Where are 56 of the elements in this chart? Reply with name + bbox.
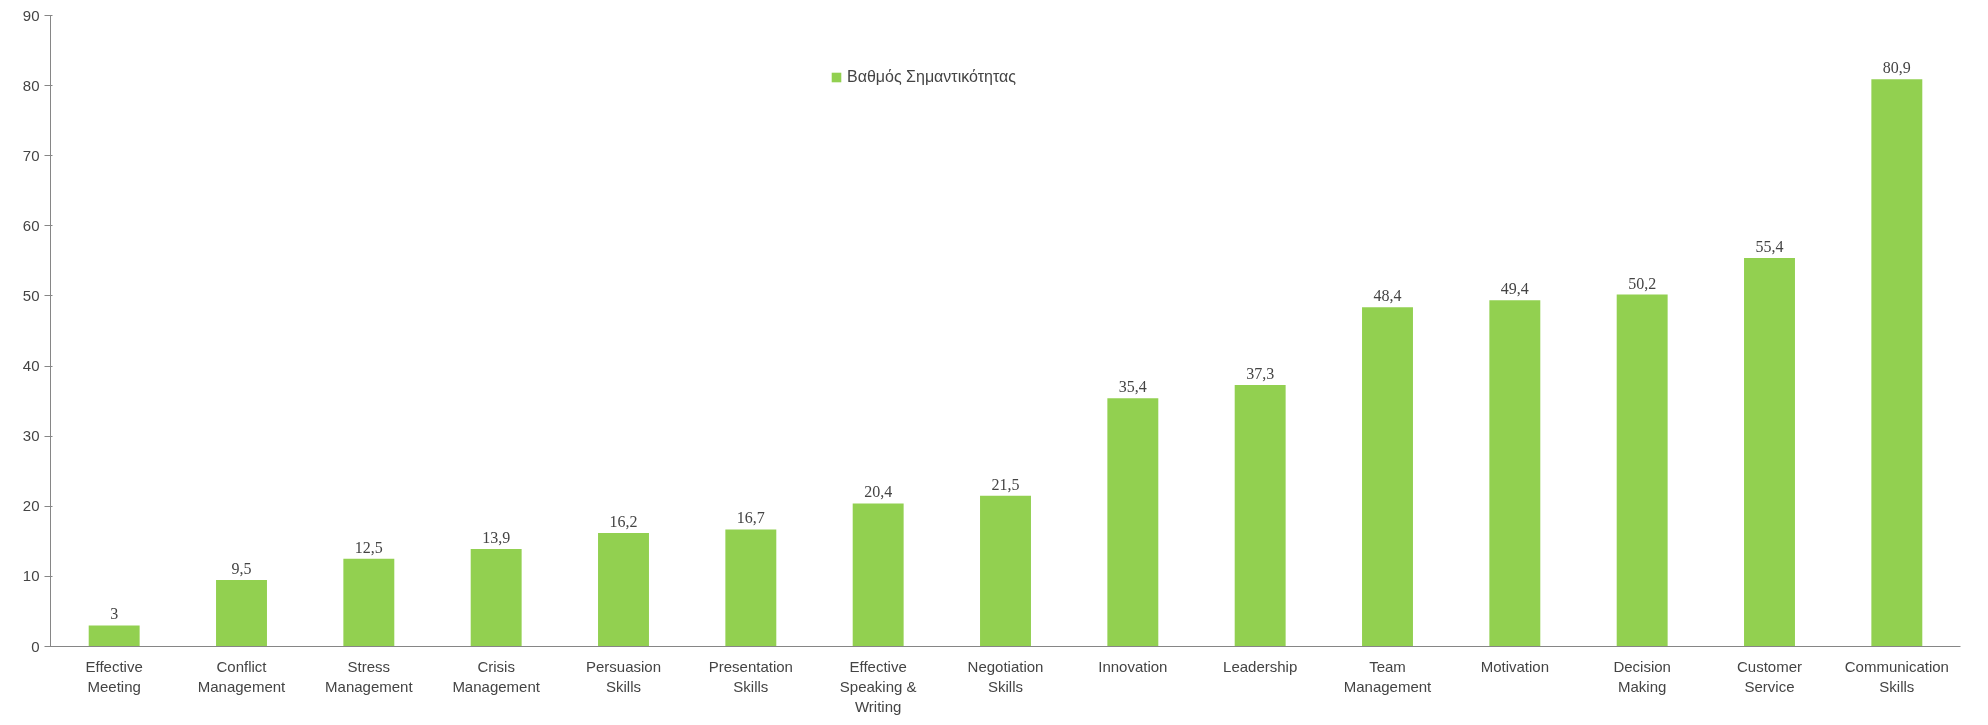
y-tick-label: 0 [31,637,40,655]
bar [598,532,649,647]
x-tick-label: Team Management [1343,657,1433,695]
bar [1616,294,1668,647]
y-tick-label: 80 [22,76,40,94]
y-tick-label: 10 [22,567,40,585]
data-label: 20,4 [864,483,893,501]
x-tick-label: Persuasion Skills [585,657,662,695]
data-label: 16,2 [609,512,638,530]
bar [1234,384,1286,647]
bar [852,503,904,647]
bar [725,529,777,647]
data-label: 3 [110,605,119,623]
x-tick-label: Presentation Skills [708,657,793,695]
x-tick-label: Negotiation Skills [967,657,1044,695]
bar [216,579,267,647]
data-label: 35,4 [1118,378,1147,396]
data-label: 13,9 [482,529,511,547]
bar [980,495,1031,647]
data-label: 9,5 [231,559,252,577]
y-tick-label: 90 [22,6,40,24]
data-label: 55,4 [1755,238,1784,256]
x-tick-label: Motivation [1480,657,1550,675]
data-label: 80,9 [1882,59,1911,77]
x-tick-label: Conflict Management [197,657,287,695]
x-tick-label: Effective Speaking & Writing [839,657,917,716]
x-tick-label: Leadership [1223,657,1298,675]
y-tick-label: 40 [22,357,40,375]
data-label: 21,5 [991,475,1020,493]
data-label: 50,2 [1628,274,1657,292]
x-tick-label: Stress Management [325,657,414,695]
x-tick-label: Communication Skills [1844,657,1949,695]
bar [1871,79,1923,647]
data-label: 49,4 [1500,280,1529,298]
bar [1362,307,1413,647]
x-tick-label: Effective Meeting [85,657,143,695]
data-label: 37,3 [1246,364,1275,382]
x-tick-label: Innovation [1098,657,1168,675]
y-tick-label: 70 [22,146,40,164]
y-tick-label: 30 [22,427,40,445]
bar [1489,300,1541,647]
data-label: 48,4 [1373,287,1402,305]
bar [88,625,140,647]
bar [470,549,522,647]
y-tick-label: 60 [22,216,40,234]
x-tick-label: Decision Making [1613,657,1671,695]
bar [343,558,395,647]
data-label: 16,7 [736,509,765,527]
legend-label: Βαθμός Σημαντικότητας [847,68,1016,86]
data-label: 12,5 [354,538,383,556]
bar [1744,258,1795,647]
y-tick-label: 20 [22,497,40,515]
x-tick-label: Customer Service [1736,657,1803,695]
bar [1107,398,1159,647]
y-tick-label: 50 [22,286,40,304]
x-tick-label: Crisis Management [452,657,541,695]
